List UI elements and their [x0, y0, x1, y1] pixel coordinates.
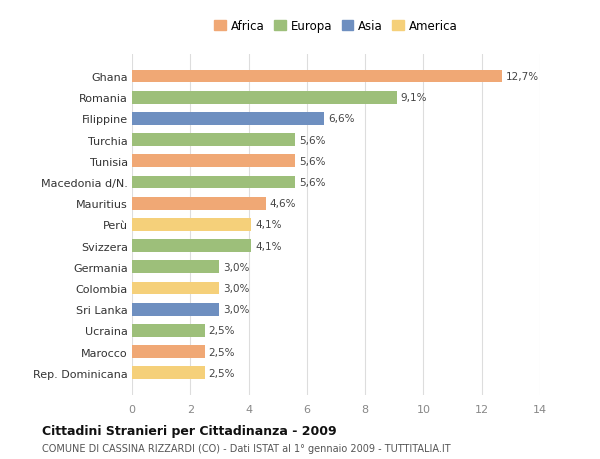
Bar [132, 113, 325, 125]
Bar [132, 218, 251, 231]
Bar [132, 92, 397, 104]
Bar [132, 71, 502, 83]
Text: 5,6%: 5,6% [299, 135, 325, 146]
Bar [132, 155, 295, 168]
Bar [132, 367, 205, 379]
Text: 5,6%: 5,6% [299, 157, 325, 167]
Text: 2,5%: 2,5% [208, 326, 235, 336]
Text: 12,7%: 12,7% [506, 72, 539, 82]
Text: 3,0%: 3,0% [223, 304, 250, 314]
Legend: Africa, Europa, Asia, America: Africa, Europa, Asia, America [214, 20, 458, 33]
Text: 5,6%: 5,6% [299, 178, 325, 188]
Text: 4,6%: 4,6% [269, 199, 296, 209]
Text: 6,6%: 6,6% [328, 114, 355, 124]
Bar [132, 176, 295, 189]
Text: 2,5%: 2,5% [208, 347, 235, 357]
Text: Cittadini Stranieri per Cittadinanza - 2009: Cittadini Stranieri per Cittadinanza - 2… [42, 424, 337, 437]
Text: 2,5%: 2,5% [208, 368, 235, 378]
Bar [132, 134, 295, 147]
Bar [132, 197, 266, 210]
Text: 4,1%: 4,1% [255, 220, 281, 230]
Text: 4,1%: 4,1% [255, 241, 281, 251]
Text: COMUNE DI CASSINA RIZZARDI (CO) - Dati ISTAT al 1° gennaio 2009 - TUTTITALIA.IT: COMUNE DI CASSINA RIZZARDI (CO) - Dati I… [42, 443, 451, 453]
Bar [132, 261, 220, 274]
Bar [132, 346, 205, 358]
Bar [132, 325, 205, 337]
Text: 3,0%: 3,0% [223, 283, 250, 293]
Bar [132, 240, 251, 252]
Bar [132, 282, 220, 295]
Bar [132, 303, 220, 316]
Text: 3,0%: 3,0% [223, 262, 250, 272]
Text: 9,1%: 9,1% [401, 93, 427, 103]
